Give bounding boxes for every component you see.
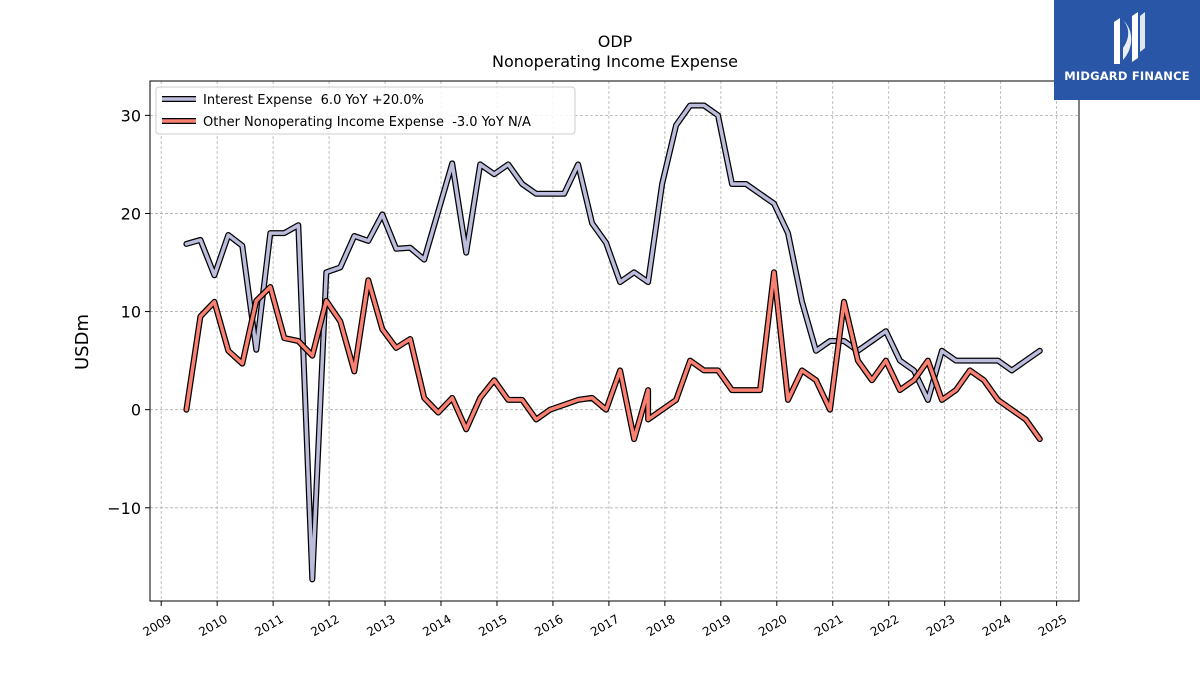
legend-box xyxy=(155,86,576,135)
x-tick-label: 2021 xyxy=(812,612,845,639)
y-tick-label: −10 xyxy=(107,499,141,518)
x-tick-label: 2019 xyxy=(700,612,733,639)
x-axis: 2009 2010 2011 2012 2013 2014 2015 2016 2017 2018… xyxy=(140,601,1069,639)
x-tick-label: 2014 xyxy=(420,612,453,639)
x-tick-label: 2020 xyxy=(756,612,789,639)
x-tick-label: 2012 xyxy=(308,612,341,639)
x-tick-label: 2022 xyxy=(868,612,901,639)
series-outline-other-nonoperating xyxy=(183,269,1043,443)
x-tick-label: 2015 xyxy=(476,612,509,639)
x-tick-label: 2016 xyxy=(532,612,565,639)
legend-label-interest-expense: Interest Expense 6.0 YoY +20.0% xyxy=(203,93,424,108)
plot-frame xyxy=(149,80,1080,602)
logo-mark-icon xyxy=(1114,12,1145,64)
logo-text: MIDGARD FINANCE xyxy=(1064,69,1190,83)
y-tick-label: 20 xyxy=(121,204,141,223)
midgard-finance-logo: MIDGARD FINANCE xyxy=(1054,0,1200,100)
series-lines xyxy=(183,102,1043,583)
x-tick-label: 2017 xyxy=(588,612,621,639)
x-tick-label: 2010 xyxy=(196,612,229,639)
x-tick-label: 2018 xyxy=(644,612,677,639)
y-axis-label: USDm xyxy=(72,314,93,370)
x-tick-label: 2024 xyxy=(980,612,1013,639)
y-tick-label: 10 xyxy=(121,303,141,322)
x-tick-label: 2009 xyxy=(140,612,173,639)
x-tick-label: 2011 xyxy=(252,612,285,639)
legend-label-other-nonoperating: Other Nonoperating Income Expense -3.0 Y… xyxy=(203,115,531,130)
legend: Interest Expense 6.0 YoY +20.0% Other No… xyxy=(155,86,576,135)
x-tick-label: 2025 xyxy=(1036,612,1069,639)
x-tick-label: 2023 xyxy=(924,612,957,639)
series-line-interest-expense xyxy=(184,103,1042,582)
chart-subtitle: Nonoperating Income Expense xyxy=(492,52,738,71)
series-line-other-nonoperating xyxy=(184,270,1042,441)
x-tick-label: 2013 xyxy=(364,612,397,639)
y-tick-label: 0 xyxy=(131,401,141,420)
y-axis: −10 0 10 20 30 xyxy=(107,106,150,518)
y-tick-label: 30 xyxy=(121,106,141,125)
chart-title: ODP xyxy=(598,32,633,51)
